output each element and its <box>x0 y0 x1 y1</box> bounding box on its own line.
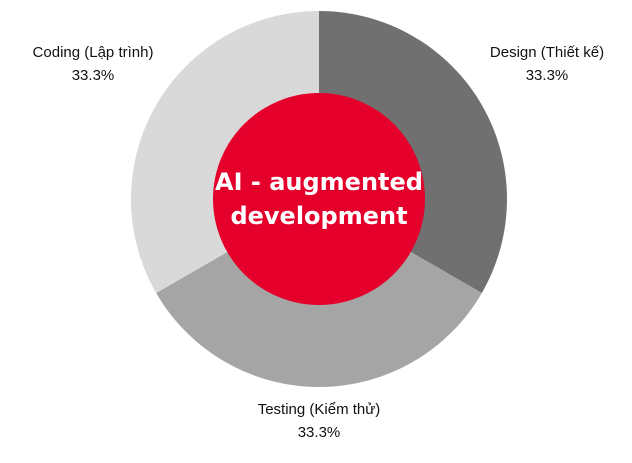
center-circle <box>213 93 425 305</box>
slice-value-coding: 33.3% <box>72 67 115 84</box>
slice-value-testing: 33.3% <box>298 424 341 441</box>
center-title-line-2: development <box>230 202 407 230</box>
slice-label-design: Design (Thiết kế) <box>490 44 604 61</box>
slice-label-testing: Testing (Kiểm thử) <box>258 401 381 418</box>
center-title-line-1: AI - augmented <box>215 168 423 196</box>
slice-label-coding: Coding (Lập trình) <box>33 44 154 61</box>
slice-value-design: 33.3% <box>526 67 569 84</box>
